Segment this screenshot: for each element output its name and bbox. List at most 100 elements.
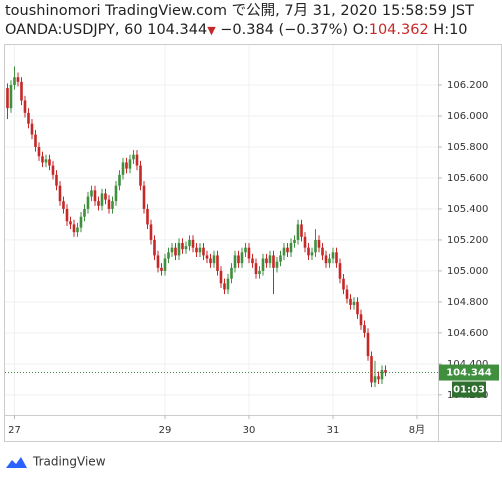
candle-body (349, 298, 352, 305)
candle-body (352, 301, 356, 305)
candle-body (160, 267, 163, 271)
candle-body (177, 243, 181, 256)
candle-body (303, 236, 307, 248)
candle-body (174, 247, 177, 256)
candle-body (13, 77, 16, 85)
candle-body (380, 370, 384, 380)
candle-body (125, 162, 128, 169)
candle-body (170, 247, 174, 253)
candle-body (37, 146, 41, 157)
candle-body (156, 255, 160, 268)
candle-body (104, 193, 107, 200)
open-label: O: (352, 22, 369, 38)
candle-body (16, 77, 20, 82)
y-tick-label: 106.000 (447, 111, 488, 122)
candle-body (324, 255, 328, 264)
candle-body (384, 370, 387, 373)
x-tick-label: 27 (8, 425, 21, 436)
symbol: OANDA:USDJPY, 60 (5, 22, 143, 38)
candle-body (20, 81, 23, 101)
brand: TradingView (32, 455, 106, 469)
change: −0.384 (−0.37%) (220, 22, 349, 38)
candle-body (335, 252, 338, 264)
candle-body (261, 258, 265, 271)
candle-body (44, 159, 48, 163)
candle-body (247, 247, 251, 259)
candle-body (114, 185, 118, 202)
candle-body (9, 84, 13, 109)
y-tick-label: 106.200 (447, 80, 488, 91)
y-tick-label: 104.600 (447, 328, 488, 339)
candle-body (23, 100, 27, 113)
rest: H:10 (433, 22, 468, 38)
candle-body (300, 224, 303, 237)
candle-body (90, 190, 93, 197)
candle-body (219, 270, 223, 284)
candle-body (272, 255, 275, 268)
candle-body (240, 252, 244, 264)
candle-body (181, 243, 184, 250)
candle-body (233, 255, 237, 268)
candle-body (27, 112, 30, 124)
candle-body (93, 190, 97, 202)
candle-body (377, 376, 380, 380)
candle-body (30, 123, 34, 135)
countdown: 01:03 (453, 385, 485, 396)
candle-body (258, 270, 261, 275)
y-tick-label: 104.400 (447, 359, 488, 370)
logo: TradingView (6, 455, 106, 469)
x-tick-label: 30 (243, 425, 256, 436)
candle-body (230, 267, 233, 279)
candle-body (286, 247, 289, 253)
candle-body (321, 247, 324, 256)
candle-body (188, 239, 191, 247)
candle-body (328, 258, 331, 264)
last: 104.344 (147, 22, 208, 38)
candle-body (296, 224, 300, 240)
candle-body (314, 239, 317, 253)
x-tick-label: 31 (327, 425, 340, 436)
candle-body (6, 88, 9, 109)
candle-body (212, 255, 216, 264)
header: toushinomori TradingView.com で公開, 7月 31,… (5, 2, 502, 40)
y-tick-label: 105.600 (447, 173, 488, 184)
candle-body (342, 278, 345, 290)
header-line1: toushinomori TradingView.com で公開, 7月 31,… (5, 3, 474, 19)
header-line2: OANDA:USDJPY, 60 104.344▼ −0.384 (−0.37%… (5, 21, 502, 40)
candle-body (128, 159, 132, 169)
candles (6, 66, 387, 388)
candle-body (83, 208, 86, 217)
candle-body (307, 247, 310, 256)
candle-body (142, 185, 146, 209)
y-tick-label: 104.800 (447, 297, 488, 308)
candle-body (69, 221, 72, 225)
candle-body (289, 243, 293, 253)
candle-body (55, 174, 58, 186)
candle-body (251, 258, 254, 264)
candle-body (111, 201, 114, 209)
candle-body (202, 247, 205, 256)
candle-body (226, 278, 230, 290)
candle-body (254, 263, 258, 275)
candle-body (331, 252, 335, 259)
candle-body (279, 255, 282, 262)
price-badge (439, 364, 499, 381)
candle-body (153, 239, 156, 256)
y-tick-label: 105.200 (447, 235, 488, 246)
countdown-badge (452, 381, 486, 398)
price-label: 104.344 (446, 368, 492, 379)
arrow: ▼ (207, 24, 216, 37)
candle-body (338, 263, 342, 279)
candle-body (107, 199, 111, 209)
open-value: 104.362 (368, 22, 429, 38)
candle-body (373, 376, 377, 383)
y-tick-label: 105.000 (447, 266, 488, 277)
frame (4, 44, 502, 442)
candle-body (62, 201, 65, 209)
candle-body (86, 196, 90, 209)
candle-body (79, 216, 83, 228)
candle-body (184, 246, 188, 250)
candle-body (41, 156, 44, 163)
candle-body (317, 239, 321, 248)
